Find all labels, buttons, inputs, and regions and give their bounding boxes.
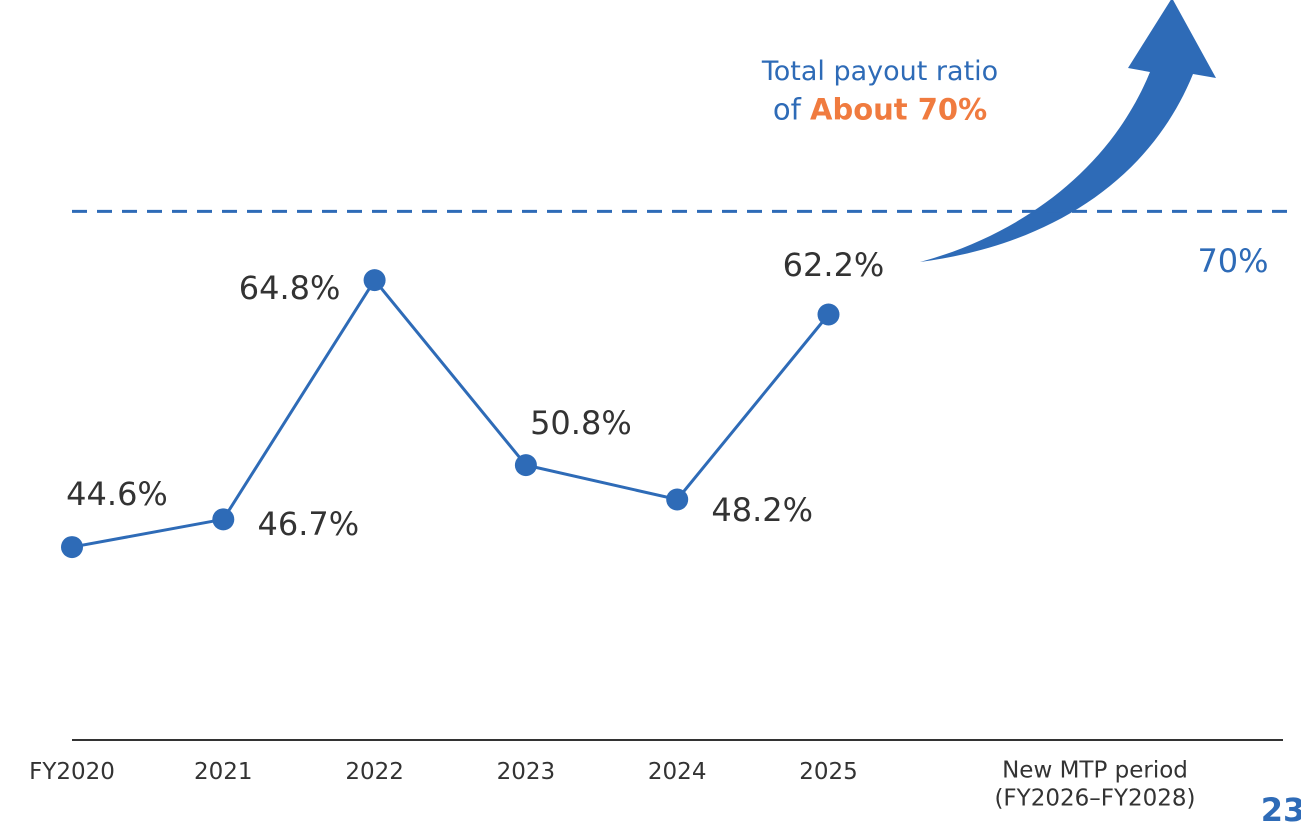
x-tick-label: New MTP period (FY2026–FY2028): [994, 757, 1196, 811]
point: [817, 303, 840, 326]
data-label: 50.8%: [530, 403, 632, 442]
data-label: 44.6%: [66, 474, 168, 513]
annotation-emphasis: About 70%: [810, 92, 988, 127]
data-label: 64.8%: [238, 268, 341, 307]
growth-arrow: [920, 0, 1216, 262]
annotation-prefix: of: [772, 92, 801, 127]
x-tick-label: 2025: [799, 759, 858, 786]
x-tick-label: 2023: [496, 759, 556, 786]
point: [666, 488, 689, 511]
point: [514, 454, 537, 477]
x-tick-label: FY2020: [29, 759, 115, 786]
annotation-line: Total payout ratio: [761, 55, 999, 87]
point: [212, 508, 235, 531]
page-number: 23: [1260, 790, 1301, 829]
data-label: 62.2%: [782, 245, 885, 284]
reference-label: 70%: [1197, 242, 1269, 281]
x-tick-label: 2024: [647, 759, 707, 786]
data-label: 48.2%: [711, 490, 814, 529]
data-label: 46.7%: [257, 505, 360, 544]
annotation-line: of About 70%: [773, 93, 987, 128]
line: [71, 277, 830, 549]
x-tick-label: 2021: [194, 759, 253, 786]
x-tick-label: 2022: [345, 759, 404, 786]
point: [61, 536, 83, 559]
point: [363, 269, 386, 292]
